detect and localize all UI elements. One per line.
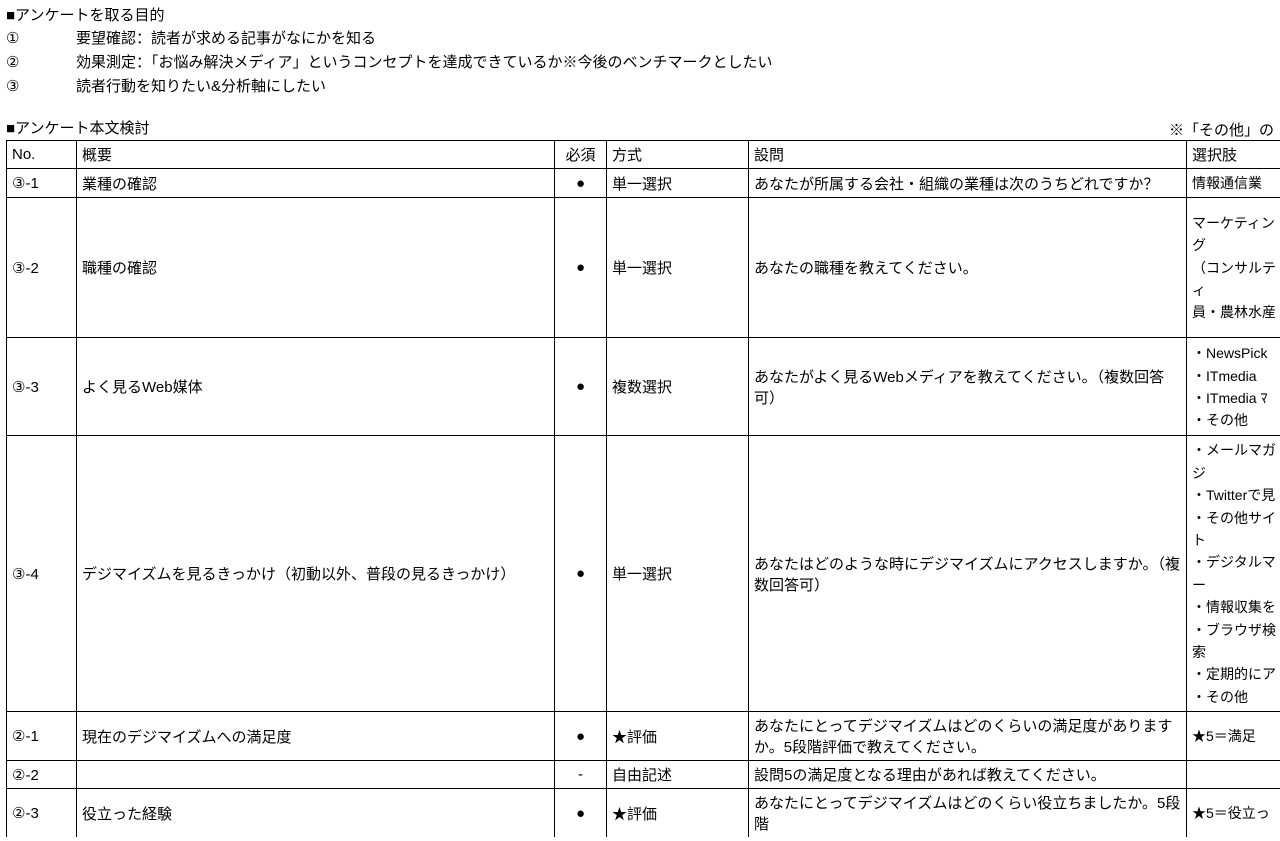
- cell-required: ●: [555, 712, 607, 761]
- purpose-num: ③: [6, 75, 76, 99]
- cell-question: あなたにとってデジマイズムはどのくらい役立ちましたか。5段階: [749, 789, 1187, 838]
- cell-method: 単一選択: [607, 198, 749, 338]
- cell-question: 設問5の満足度となる理由があれば教えてください。: [749, 761, 1187, 789]
- cell-summary: [77, 761, 555, 789]
- cell-options: ★5＝満足: [1187, 712, 1280, 761]
- cell-no: ②-1: [7, 712, 77, 761]
- cell-no: ③-4: [7, 436, 77, 712]
- th-required: 必須: [555, 141, 607, 169]
- cell-method: 単一選択: [607, 169, 749, 198]
- cell-method: 単一選択: [607, 436, 749, 712]
- cell-required: ●: [555, 169, 607, 198]
- purpose-item: ① 要望確認：読者が求める記事がなにかを知る: [6, 27, 1274, 51]
- th-summary: 概要: [77, 141, 555, 169]
- purpose-text: 読者行動を知りたい&分析軸にしたい: [76, 75, 1274, 99]
- cell-method: 自由記述: [607, 761, 749, 789]
- cell-required: ●: [555, 198, 607, 338]
- purpose-num: ②: [6, 51, 76, 75]
- cell-no: ③-3: [7, 338, 77, 436]
- table-row: ②-2 - 自由記述 設問5の満足度となる理由があれば教えてください。: [7, 761, 1280, 789]
- cell-options: マーケティング（コンサルティ員・農林水産: [1187, 198, 1280, 338]
- th-no: No.: [7, 141, 77, 169]
- cell-no: ②-2: [7, 761, 77, 789]
- cell-options: ・NewsPick・ITmedia・ITmedia ﾏ・その他: [1187, 338, 1280, 436]
- table-row: ③-2 職種の確認 ● 単一選択 あなたの職種を教えてください。 マーケティング…: [7, 198, 1280, 338]
- table-header-row: No. 概要 必須 方式 設問 選択肢: [7, 141, 1280, 169]
- body-note: ※「その他」の: [1169, 119, 1274, 140]
- body-title: ■アンケート本文検討: [6, 117, 149, 138]
- cell-question: あなたの職種を教えてください。: [749, 198, 1187, 338]
- cell-method: ★評価: [607, 712, 749, 761]
- cell-question: あなたが所属する会社・組織の業種は次のうちどれですか？: [749, 169, 1187, 198]
- table-row: ②-1 現在のデジマイズムへの満足度 ● ★評価 あなたにとってデジマイズムはど…: [7, 712, 1280, 761]
- th-question: 設問: [749, 141, 1187, 169]
- th-options: 選択肢: [1187, 141, 1280, 169]
- cell-options: [1187, 761, 1280, 789]
- cell-required: ●: [555, 789, 607, 838]
- purpose-text: 効果測定：「お悩み解決メディア」というコンセプトを達成できているか※今後のベンチ…: [76, 51, 1274, 75]
- purpose-title: ■アンケートを取る目的: [6, 4, 1274, 25]
- cell-options: 情報通信業: [1187, 169, 1280, 198]
- cell-required: ●: [555, 338, 607, 436]
- purpose-text: 要望確認：読者が求める記事がなにかを知る: [76, 27, 1274, 51]
- cell-summary: 役立った経験: [77, 789, 555, 838]
- cell-summary: 現在のデジマイズムへの満足度: [77, 712, 555, 761]
- cell-question: あなたはどのような時にデジマイズムにアクセスしますか。（複数回答可）: [749, 436, 1187, 712]
- purpose-num: ①: [6, 27, 76, 51]
- table-row: ③-1 業種の確認 ● 単一選択 あなたが所属する会社・組織の業種は次のうちどれ…: [7, 169, 1280, 198]
- cell-no: ②-3: [7, 789, 77, 838]
- survey-table: No. 概要 必須 方式 設問 選択肢 ③-1 業種の確認 ● 単一選択 あなた…: [6, 140, 1280, 837]
- table-row: ②-3 役立った経験 ● ★評価 あなたにとってデジマイズムはどのくらい役立ちま…: [7, 789, 1280, 838]
- purpose-item: ② 効果測定：「お悩み解決メディア」というコンセプトを達成できているか※今後のベ…: [6, 51, 1274, 75]
- cell-summary: 職種の確認: [77, 198, 555, 338]
- cell-method: 複数選択: [607, 338, 749, 436]
- cell-question: あなたがよく見るWebメディアを教えてください。（複数回答可）: [749, 338, 1187, 436]
- purpose-list: ① 要望確認：読者が求める記事がなにかを知る ② 効果測定：「お悩み解決メディア…: [6, 27, 1274, 99]
- table-row: ③-4 デジマイズムを見るきっかけ（初動以外、普段の見るきっかけ） ● 単一選択…: [7, 436, 1280, 712]
- cell-summary: よく見るWeb媒体: [77, 338, 555, 436]
- purpose-item: ③ 読者行動を知りたい&分析軸にしたい: [6, 75, 1274, 99]
- cell-required: -: [555, 761, 607, 789]
- cell-required: ●: [555, 436, 607, 712]
- cell-no: ③-2: [7, 198, 77, 338]
- cell-no: ③-1: [7, 169, 77, 198]
- cell-summary: デジマイズムを見るきっかけ（初動以外、普段の見るきっかけ）: [77, 436, 555, 712]
- table-row: ③-3 よく見るWeb媒体 ● 複数選択 あなたがよく見るWebメディアを教えて…: [7, 338, 1280, 436]
- cell-options: ・メールマガジ・Twitterで見・その他サイト・デジタルマー・情報収集を・ブラ…: [1187, 436, 1280, 712]
- th-method: 方式: [607, 141, 749, 169]
- cell-summary: 業種の確認: [77, 169, 555, 198]
- cell-options: ★5＝役立っ: [1187, 789, 1280, 838]
- cell-question: あなたにとってデジマイズムはどのくらいの満足度がありますか。5段階評価で教えてく…: [749, 712, 1187, 761]
- cell-method: ★評価: [607, 789, 749, 838]
